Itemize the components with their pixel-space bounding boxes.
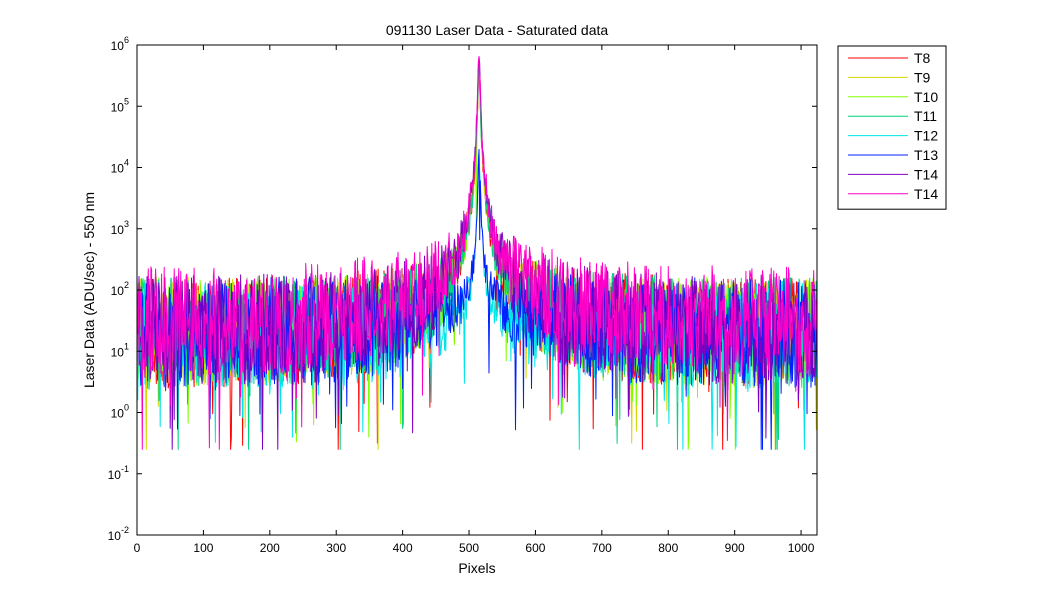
y-tick-label: 101 — [111, 341, 129, 359]
y-tick-label: 104 — [111, 158, 129, 176]
x-tick-label: 200 — [260, 541, 280, 555]
x-axis: 0 100 200 300 400 500 600 700 800 900 1000 — [134, 45, 815, 555]
legend-label: T11 — [914, 108, 937, 124]
x-tick-label: 300 — [326, 541, 346, 555]
x-tick-label: 800 — [658, 541, 678, 555]
legend-label: T14 — [914, 186, 938, 202]
legend-label: T12 — [914, 128, 938, 144]
y-axis-label: Laser Data (ADU/sec) - 550 nm — [81, 192, 97, 388]
y-tick-label: 105 — [111, 96, 129, 114]
x-tick-label: 600 — [525, 541, 545, 555]
x-axis-label: Pixels — [458, 560, 495, 576]
x-tick-label: 500 — [459, 541, 479, 555]
y-tick-label: 100 — [111, 403, 129, 421]
legend-label: T13 — [914, 147, 938, 163]
y-tick-label: 10-2 — [108, 525, 129, 543]
x-tick-label: 900 — [725, 541, 745, 555]
y-tick-label: 103 — [111, 219, 129, 237]
x-tick-label: 100 — [193, 541, 213, 555]
y-tick-label: 106 — [111, 35, 129, 53]
series-line-t14 — [136, 56, 818, 450]
x-tick-label: 400 — [393, 541, 413, 555]
legend: T8 T9 T10 T11 T12 T13 T14 T14 — [837, 45, 947, 210]
legend-box — [837, 45, 947, 210]
legend-label: T14 — [914, 166, 938, 182]
y-axis: 10-2 10-1 100 101 102 103 104 105 106 — [108, 35, 817, 543]
legend-label: T8 — [914, 50, 931, 66]
y-tick-label: 102 — [111, 280, 129, 298]
x-tick-label: 0 — [134, 541, 141, 555]
legend-label: T9 — [914, 69, 931, 85]
y-tick-label: 10-1 — [108, 464, 129, 482]
legend-label: T10 — [914, 89, 938, 105]
series-layer — [136, 56, 818, 450]
x-tick-label: 700 — [592, 541, 612, 555]
x-tick-label: 1000 — [788, 541, 815, 555]
chart-title: 091130 Laser Data - Saturated data — [386, 22, 609, 38]
